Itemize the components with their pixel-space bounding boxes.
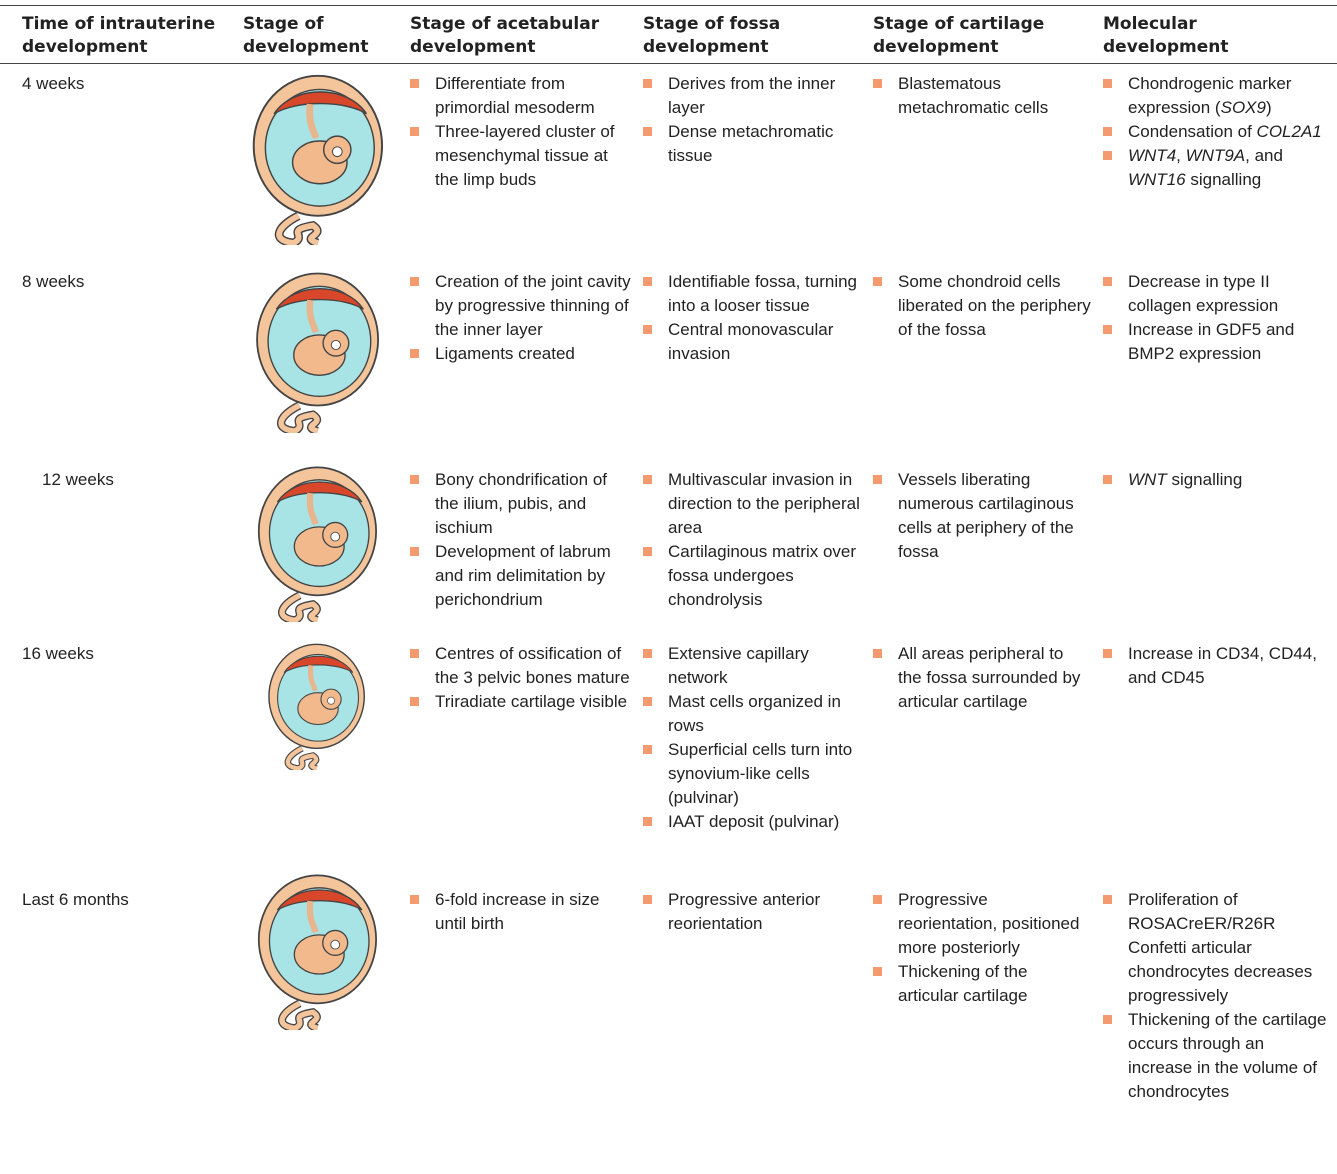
bullet-item: Increase in GDF5 and BMP2 expression: [1103, 318, 1329, 366]
bullet-item: Dense metachromatic tissue: [643, 120, 861, 168]
header-line: development: [643, 37, 769, 57]
bullet-item: Progressive reorientation, positioned mo…: [873, 888, 1091, 960]
text-run: signalling: [1166, 470, 1243, 489]
bullet-item: Identifiable fossa, turning into a loose…: [643, 270, 861, 318]
time-cell: 8 weeks: [22, 272, 85, 291]
bullet-item: Some chondroid cells liberated on the pe…: [873, 270, 1091, 342]
bullet-item: Multivascular invasion in direction to t…: [643, 468, 861, 540]
header-rule: [0, 63, 1337, 64]
time-cell: Last 6 months: [22, 890, 129, 909]
bullet-item: Triradiate cartilage visible: [410, 690, 632, 714]
cartilage-list: Progressive reorientation, positioned mo…: [873, 888, 1091, 1008]
bullet-item: Differentiate from primordial mesoderm: [410, 72, 632, 120]
header-line: development: [1103, 37, 1229, 57]
molecular-list: WNT signalling: [1103, 468, 1329, 492]
cartilage-list: Vessels liberating numerous cartilaginou…: [873, 468, 1091, 564]
fossa-list: Extensive capillary network Mast cells or…: [643, 642, 861, 834]
bullet-item: Three-layered cluster of mesenchymal tis…: [410, 120, 632, 192]
text-run: ,: [1176, 146, 1186, 165]
acetabular-list: Creation of the joint cavity by progress…: [410, 270, 632, 366]
molecular-list: Proliferation of ROSACreER/R26R Confetti…: [1103, 888, 1329, 1104]
acetabular-list: Centres of ossification of the 3 pelvic …: [410, 642, 632, 714]
fetus-illustration: [238, 640, 388, 770]
molecular-list: Decrease in type II collagen expression I…: [1103, 270, 1329, 366]
fetus-illustration: [238, 870, 388, 1030]
fetus-illustration: [238, 462, 388, 622]
header-line: development: [873, 37, 999, 57]
header-line: Time of intrauterine: [22, 14, 216, 34]
bullet-item: Thickening of the cartilage occurs throu…: [1103, 1008, 1329, 1104]
fossa-list: Derives from the inner layer Dense metach…: [643, 72, 861, 168]
bullet-item: WNT signalling: [1103, 468, 1329, 492]
bullet-item: 6-fold increase in size until birth: [410, 888, 632, 936]
molecular-list: Increase in CD34, CD44, and CD45: [1103, 642, 1329, 690]
italic-run: COL2A1: [1256, 122, 1322, 141]
bullet-item: Condensation of COL2A1: [1103, 120, 1329, 144]
bullet-item: Creation of the joint cavity by progress…: [410, 270, 632, 342]
header-line: development: [22, 37, 148, 57]
cartilage-list: Blastematous metachromatic cells: [873, 72, 1091, 120]
bullet-item: Central monovascular invasion: [643, 318, 861, 366]
column-header: Stage of acetabular development: [410, 13, 632, 59]
fossa-list: Progressive anterior reorientation: [643, 888, 861, 936]
acetabular-list: Differentiate from primordial mesoderm Th…: [410, 72, 632, 192]
acetabular-list: 6-fold increase in size until birth: [410, 888, 632, 936]
bullet-item: Extensive capillary network: [643, 642, 861, 690]
italic-run: SOX9: [1220, 98, 1266, 117]
header-line: Stage of cartilage: [873, 14, 1045, 34]
bullet-item: Cartilaginous matrix over fossa undergoe…: [643, 540, 861, 612]
bullet-item: Proliferation of ROSACreER/R26R Confetti…: [1103, 888, 1329, 1008]
bullet-item: Chondrogenic marker expression (SOX9): [1103, 72, 1329, 120]
italic-run: WNT16: [1128, 170, 1186, 189]
text-run: ): [1265, 98, 1272, 117]
bullet-item: Development of labrum and rim delimitati…: [410, 540, 632, 612]
cartilage-list: All areas peripheral to the fossa surrou…: [873, 642, 1091, 714]
text-run: Condensation of: [1128, 122, 1257, 141]
text-run: Chondrogenic marker expression (: [1128, 74, 1292, 117]
italic-run: WNT9A: [1185, 146, 1246, 165]
bullet-item: All areas peripheral to the fossa surrou…: [873, 642, 1091, 714]
italic-run: WNT4: [1128, 146, 1177, 165]
header-line: Molecular: [1103, 14, 1197, 34]
bullet-item: Progressive anterior reorientation: [643, 888, 861, 936]
header-line: Stage of acetabular: [410, 14, 600, 34]
time-cell: 4 weeks: [22, 74, 85, 93]
bullet-item: Blastematous metachromatic cells: [873, 72, 1091, 120]
bullet-item: Derives from the inner layer: [643, 72, 861, 120]
bullet-item: Ligaments created: [410, 342, 632, 366]
acetabular-list: Bony chondrification of the ilium, pubis…: [410, 468, 632, 612]
bullet-item: Centres of ossification of the 3 pelvic …: [410, 642, 632, 690]
column-header: Time of intrauterine development: [22, 13, 227, 59]
column-header: Stage of cartilage development: [873, 13, 1091, 59]
header-line: development: [410, 37, 536, 57]
bullet-item: Superficial cells turn into synovium-lik…: [643, 738, 861, 810]
fossa-list: Identifiable fossa, turning into a loose…: [643, 270, 861, 366]
header-line: Stage of: [243, 14, 324, 34]
top-rule: [0, 5, 1337, 6]
cartilage-list: Some chondroid cells liberated on the pe…: [873, 270, 1091, 342]
header-line: Stage of fossa: [643, 14, 781, 34]
italic-run: WNT: [1128, 470, 1167, 489]
fossa-list: Multivascular invasion in direction to t…: [643, 468, 861, 612]
bullet-item: Mast cells organized in rows: [643, 690, 861, 738]
time-cell: 12 weeks: [42, 470, 114, 489]
column-header: Stage of fossa development: [643, 13, 861, 59]
bullet-item: Decrease in type II collagen expression: [1103, 270, 1329, 318]
bullet-item: IAAT deposit (pulvinar): [643, 810, 861, 834]
text-run: signalling: [1185, 170, 1262, 189]
column-header: Stage of development: [243, 13, 393, 59]
time-cell: 16 weeks: [22, 644, 94, 663]
fetus-illustration: [238, 70, 388, 245]
bullet-item: WNT4, WNT9A, and WNT16 signalling: [1103, 144, 1329, 192]
bullet-item: Thickening of the articular cartilage: [873, 960, 1091, 1008]
molecular-list: Chondrogenic marker expression (SOX9) Con…: [1103, 72, 1329, 192]
bullet-item: Vessels liberating numerous cartilaginou…: [873, 468, 1091, 564]
bullet-item: Increase in CD34, CD44, and CD45: [1103, 642, 1329, 690]
column-header: Molecular development: [1103, 13, 1329, 59]
header-line: development: [243, 37, 369, 57]
fetus-illustration: [238, 268, 388, 433]
bullet-item: Bony chondrification of the ilium, pubis…: [410, 468, 632, 540]
text-run: , and: [1245, 146, 1283, 165]
